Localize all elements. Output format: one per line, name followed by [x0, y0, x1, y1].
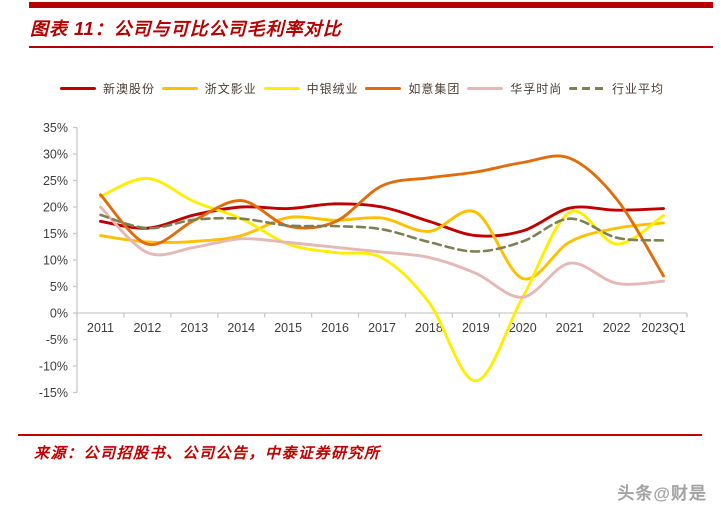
legend-label: 如意集团 [408, 82, 461, 96]
y-tick-label: 20% [43, 201, 68, 215]
y-tick-label: 35% [43, 121, 68, 135]
x-tick-label: 2022 [603, 321, 631, 335]
legend-label: 行业平均 [611, 82, 664, 96]
x-tick-label: 2016 [321, 321, 349, 335]
chart-legend: 新澳股份 浙文影业 中银绒业 如意集团 华孚时尚 行业平均 [60, 80, 664, 97]
x-tick-label: 2014 [227, 321, 255, 335]
x-tick-label: 2018 [415, 321, 443, 335]
y-tick-label: 0% [50, 307, 68, 321]
source-note: 来源：公司招股书、公司公告，中泰证券研究所 [34, 445, 381, 462]
x-tick-label: 2019 [462, 321, 490, 335]
x-tick-label: 2011 [87, 321, 114, 335]
y-tick-label: 10% [43, 254, 68, 268]
legend-item: 行业平均 [568, 80, 664, 97]
x-tick-label: 2012 [133, 321, 161, 335]
series-line-0 [99, 202, 665, 238]
legend-item: 如意集团 [365, 80, 460, 97]
series-line-4 [99, 205, 665, 299]
top-accent-bar [29, 2, 713, 8]
y-tick-label: -5% [46, 333, 68, 347]
y-tick-label: 30% [43, 148, 68, 162]
legend-line-swatch [365, 87, 402, 90]
x-tick-label: 2013 [180, 321, 208, 335]
legend-line-swatch [161, 87, 198, 90]
y-tick-label: -15% [39, 386, 68, 400]
legend-label: 浙文影业 [204, 82, 257, 96]
legend-line-swatch [263, 87, 300, 90]
y-tick-label: -10% [39, 360, 68, 374]
legend-label: 华孚时尚 [510, 82, 563, 96]
watermark: 头条@财是 [617, 484, 707, 503]
legend-item: 新澳股份 [60, 80, 155, 97]
x-tick-label: 2017 [368, 321, 396, 335]
y-tick-label: 15% [43, 227, 68, 241]
x-tick-label: 2021 [556, 321, 584, 335]
legend-item: 华孚时尚 [467, 80, 562, 97]
footer-divider [18, 434, 702, 436]
series-line-1 [99, 209, 665, 281]
legend-label: 新澳股份 [103, 82, 156, 96]
series-line-2 [99, 176, 665, 383]
legend-label: 中银绒业 [306, 82, 359, 96]
legend-line-swatch [467, 87, 504, 90]
legend-item: 中银绒业 [263, 80, 359, 97]
x-tick-label: 2015 [274, 321, 302, 335]
x-tick-label: 2023Q1 [641, 321, 686, 335]
title-divider [29, 46, 713, 48]
y-tick-label: 5% [50, 280, 68, 294]
figure-title: 图表 11：公司与可比公司毛利率对比 [30, 19, 342, 39]
y-tick-label: 25% [43, 174, 68, 188]
series-line-5 [99, 213, 665, 253]
legend-line-swatch [60, 87, 96, 90]
legend-line-swatch [568, 87, 605, 90]
x-tick-label: 2020 [509, 321, 537, 335]
legend-item: 浙文影业 [161, 80, 257, 97]
